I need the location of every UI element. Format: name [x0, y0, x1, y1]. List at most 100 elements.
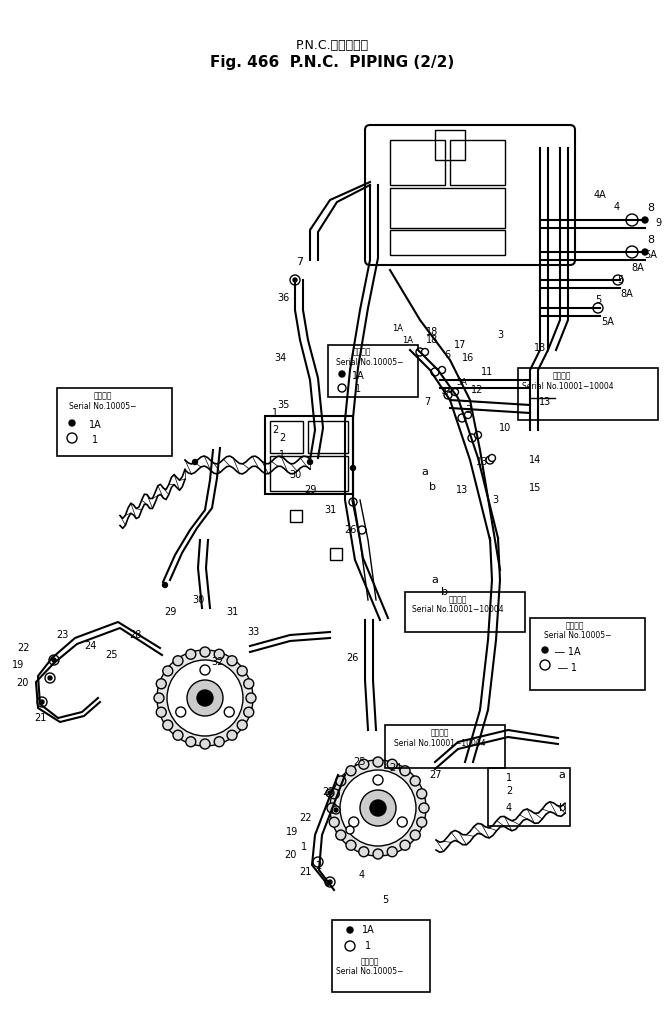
Bar: [57, 388, 172, 456]
Circle shape: [69, 420, 75, 426]
Text: 1A: 1A: [392, 324, 404, 333]
Circle shape: [373, 849, 383, 859]
Text: a: a: [422, 467, 428, 477]
Text: 8A: 8A: [632, 263, 644, 273]
Circle shape: [237, 720, 247, 730]
Circle shape: [156, 679, 166, 689]
Circle shape: [464, 411, 471, 418]
Text: Serial No.10005−: Serial No.10005−: [544, 631, 612, 640]
Text: 18: 18: [426, 327, 438, 337]
Circle shape: [489, 455, 495, 462]
Text: b: b: [442, 587, 448, 597]
Circle shape: [187, 680, 223, 716]
Text: 適用号締: 適用号締: [553, 371, 571, 381]
Circle shape: [154, 693, 164, 703]
Circle shape: [422, 348, 428, 355]
Circle shape: [360, 790, 396, 826]
Text: 4: 4: [359, 870, 365, 880]
Circle shape: [332, 806, 340, 814]
Circle shape: [237, 666, 247, 676]
Circle shape: [313, 857, 323, 867]
Text: 適用号締: 適用号締: [94, 392, 112, 401]
Text: Serial No.10001−10004: Serial No.10001−10004: [394, 739, 486, 747]
Text: 1: 1: [92, 435, 98, 445]
Text: 12: 12: [471, 385, 483, 395]
Circle shape: [40, 700, 44, 704]
Circle shape: [176, 707, 186, 717]
Text: 7: 7: [424, 397, 430, 407]
Circle shape: [307, 460, 313, 465]
Text: 5A: 5A: [602, 317, 614, 327]
Circle shape: [327, 803, 337, 813]
Text: 3: 3: [497, 330, 503, 340]
Text: 32: 32: [212, 657, 224, 667]
Circle shape: [167, 660, 243, 736]
Bar: [390, 230, 505, 255]
Text: 22: 22: [299, 813, 311, 823]
Circle shape: [200, 739, 210, 749]
Circle shape: [163, 666, 173, 676]
Circle shape: [244, 707, 254, 718]
Circle shape: [642, 217, 648, 223]
Text: 5: 5: [382, 895, 388, 905]
Text: 4: 4: [506, 803, 512, 813]
Text: 適用号締: 適用号締: [431, 729, 450, 738]
Circle shape: [349, 498, 357, 506]
Bar: [450, 140, 505, 185]
Text: a: a: [559, 770, 565, 780]
Circle shape: [593, 303, 603, 313]
Text: 1: 1: [355, 384, 361, 394]
Bar: [308, 421, 348, 453]
Text: 22: 22: [17, 642, 29, 653]
Circle shape: [373, 757, 383, 767]
Text: 23: 23: [56, 630, 68, 640]
Text: 33: 33: [247, 627, 259, 637]
Circle shape: [49, 655, 59, 665]
Text: 1: 1: [279, 450, 285, 460]
Text: 1: 1: [301, 842, 307, 852]
Circle shape: [227, 656, 237, 666]
Text: 31: 31: [226, 607, 238, 617]
Text: 15: 15: [529, 483, 541, 493]
Text: Serial No.10001−10004: Serial No.10001−10004: [522, 382, 614, 391]
Circle shape: [293, 278, 297, 282]
Text: 24: 24: [389, 763, 401, 773]
Circle shape: [613, 275, 623, 285]
Text: 10: 10: [499, 423, 511, 433]
Text: Serial No.10005−: Serial No.10005−: [336, 967, 404, 976]
Text: 適用号締: 適用号締: [566, 621, 585, 630]
Text: 31: 31: [324, 505, 336, 515]
Circle shape: [329, 817, 339, 827]
Text: 8: 8: [648, 235, 654, 245]
Text: 5A: 5A: [644, 250, 658, 260]
Bar: [328, 345, 418, 397]
Circle shape: [162, 583, 168, 588]
Text: 6: 6: [444, 350, 450, 360]
Circle shape: [400, 840, 410, 851]
Circle shape: [346, 826, 354, 834]
Text: 8: 8: [648, 203, 654, 213]
Text: 26: 26: [344, 525, 356, 535]
Text: 28: 28: [129, 630, 141, 640]
Circle shape: [52, 658, 56, 662]
Text: 適用号締: 適用号締: [360, 957, 379, 966]
Text: 9: 9: [655, 218, 661, 228]
Circle shape: [346, 840, 356, 851]
Bar: [390, 188, 505, 228]
Text: 35: 35: [277, 400, 289, 410]
Circle shape: [329, 789, 339, 799]
Circle shape: [340, 770, 416, 845]
Circle shape: [334, 808, 338, 812]
Text: 18: 18: [426, 335, 438, 345]
Circle shape: [326, 789, 334, 797]
Bar: [518, 368, 658, 420]
Circle shape: [347, 927, 353, 933]
Circle shape: [346, 765, 356, 775]
Bar: [270, 456, 348, 491]
Circle shape: [626, 214, 638, 226]
Bar: [390, 140, 445, 185]
Circle shape: [468, 434, 476, 442]
Circle shape: [387, 759, 397, 769]
Text: 8A: 8A: [620, 289, 633, 299]
Bar: [405, 592, 525, 632]
